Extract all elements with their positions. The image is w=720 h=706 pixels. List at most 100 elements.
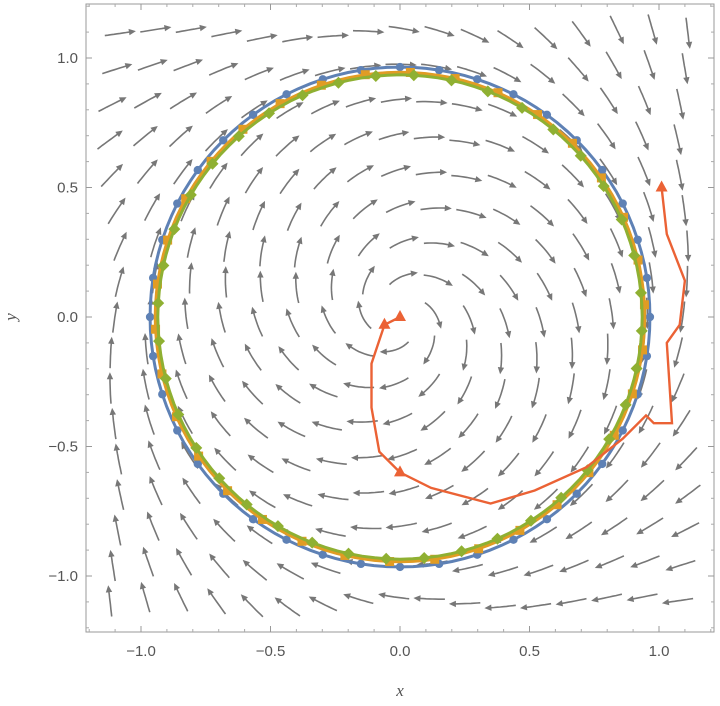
streamline-arrow-86: [276, 563, 285, 570]
streamline-6: [109, 375, 112, 404]
streamline-arrow-202: [516, 41, 524, 49]
streamline-194: [499, 308, 510, 336]
x-tick-label-2: 0.0: [390, 643, 411, 660]
streamline-107: [314, 422, 343, 431]
streamline-arrow-246: [615, 286, 622, 294]
streamline-228: [571, 302, 580, 331]
streamline-arrow-90: [277, 421, 286, 428]
streamline-241: [607, 442, 625, 467]
streamline-275: [677, 446, 698, 469]
streamline-17: [141, 585, 151, 613]
streamline-arrow-163: [444, 204, 452, 212]
streamline-27: [150, 230, 161, 258]
streamline-arrow-237: [591, 596, 599, 603]
streamline-arrow-110: [320, 305, 327, 314]
streamline-arrow-249: [610, 177, 618, 186]
streamline-arrow-22: [143, 404, 150, 413]
streamline-177: [462, 305, 475, 332]
streamline-18: [143, 549, 155, 577]
streamline-198: [487, 174, 514, 187]
streamline-arrow-156: [424, 458, 432, 465]
streamline-157: [422, 410, 446, 430]
streamline-19: [147, 514, 160, 541]
streamline-arrow-97: [292, 168, 300, 177]
series-green-point-39: [635, 324, 648, 337]
streamline-109: [313, 346, 337, 366]
x-tick-label-0: −1.0: [126, 643, 156, 660]
streamline-arrow-47: [185, 125, 193, 133]
series-red-point-0: [394, 310, 406, 321]
streamline-arrow-102: [308, 596, 317, 603]
streamline-112: [326, 237, 339, 264]
streamline-arrow-98: [292, 135, 300, 143]
streamline-arrow-114: [329, 167, 337, 175]
streamline-arrow-113: [332, 201, 340, 209]
streamline-34: [174, 585, 189, 612]
streamline-166: [416, 100, 445, 104]
x-axis-label: x: [395, 681, 404, 700]
streamline-arrow-252: [615, 71, 622, 80]
streamline-64: [204, 130, 226, 152]
streamline-arrow-4: [113, 443, 120, 451]
streamline-245: [608, 298, 615, 327]
streamline-152: [416, 597, 445, 600]
streamline-arrow-269: [649, 72, 656, 80]
series-orange-point-1: [633, 255, 643, 265]
y-tick-label-3: 0.5: [57, 180, 78, 197]
streamline-arrow-282: [682, 219, 689, 227]
y-axis-label: y: [1, 313, 20, 323]
streamline-arrow-244: [604, 357, 611, 365]
series-blue-point-35: [572, 489, 581, 498]
series-green-point-15: [206, 157, 219, 170]
streamline-arrow-5: [109, 407, 116, 416]
streamline-44: [186, 230, 195, 258]
streamline-135: [352, 29, 382, 33]
streamline-arrow-264: [651, 250, 658, 258]
streamline-arrow-287: [685, 41, 693, 49]
streamline-113: [320, 203, 338, 227]
streamline-24: [144, 336, 149, 365]
streamline-74: [243, 383, 264, 405]
streamline-arrow-121: [350, 524, 358, 531]
streamline-arrow-19: [146, 511, 153, 520]
series-blue-point-13: [282, 90, 291, 99]
streamline-114: [313, 168, 335, 190]
streamline-arrow-226: [566, 396, 573, 405]
streamline-arrow-254: [626, 595, 635, 602]
streamline-arrow-82: [260, 100, 268, 107]
series-green-point-34: [555, 491, 568, 504]
streamline-arrow-211: [540, 330, 547, 338]
series-red-point-3: [655, 180, 668, 192]
streamline-255: [633, 555, 660, 567]
streamline-arrow-209: [531, 400, 538, 409]
series-green-point-28: [342, 547, 355, 560]
streamline-55: [215, 449, 237, 471]
series-blue-point-33: [509, 535, 518, 544]
streamline-arrow-0: [105, 585, 113, 593]
series-orange-point-15: [163, 235, 173, 245]
streamline-238: [597, 555, 625, 568]
streamline-169: [452, 602, 481, 605]
streamline-125: [346, 383, 375, 389]
streamline-176: [463, 339, 468, 368]
series-blue-point-2: [633, 235, 642, 244]
streamline-arrow-263: [649, 286, 656, 294]
streamline-182: [449, 139, 478, 146]
streamline-arrow-272: [665, 565, 673, 572]
streamline-arrow-258: [640, 460, 648, 468]
streamline-arrow-251: [611, 106, 618, 115]
series-orange-point-32: [627, 389, 637, 399]
streamline-arrow-214: [546, 219, 554, 227]
streamline-arrow-229: [581, 289, 587, 298]
streamline-126: [347, 344, 374, 357]
series-green-point-8: [445, 74, 458, 87]
streamline-218: [530, 63, 554, 83]
streamline-59: [218, 305, 226, 333]
streamline-119: [346, 594, 374, 605]
streamline-270: [647, 14, 657, 42]
streamline-50: [175, 26, 204, 34]
streamline-arrow-95: [296, 236, 303, 245]
streamline-arrow-15: [124, 63, 133, 70]
streamline-arrow-175: [457, 396, 464, 405]
series-blue-point-26: [248, 515, 258, 524]
